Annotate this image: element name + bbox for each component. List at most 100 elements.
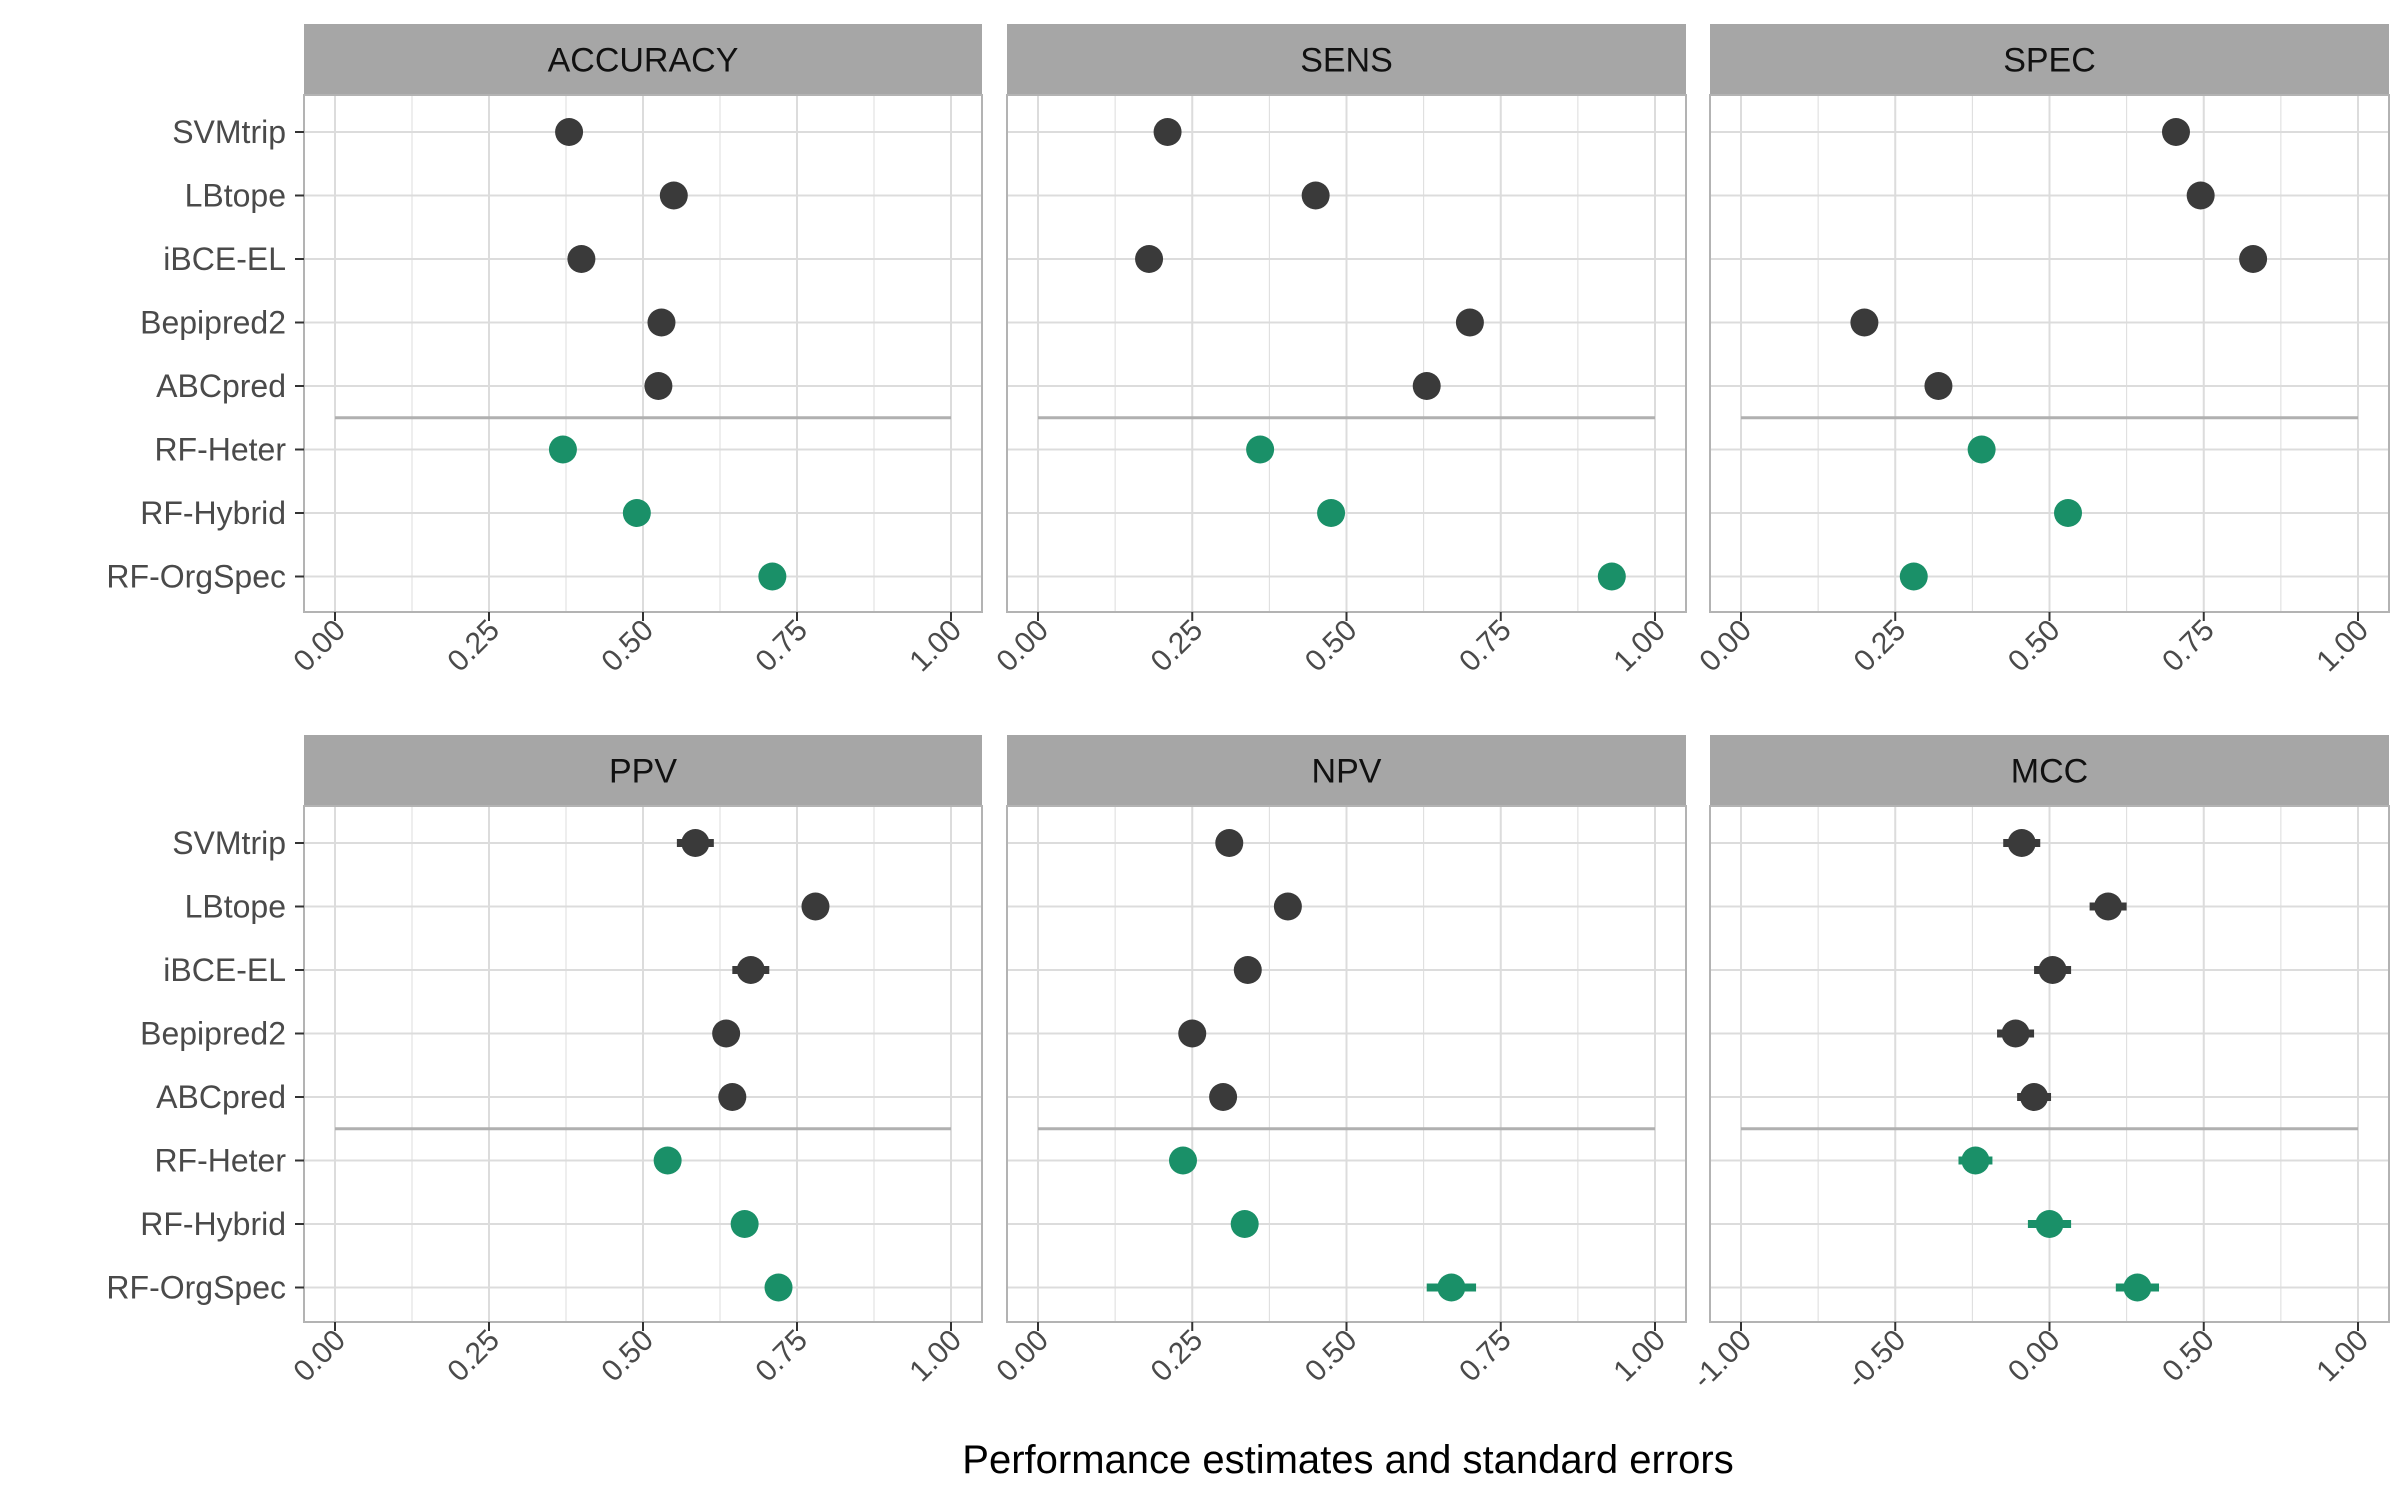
y-tick-label: SVMtrip [172,114,286,150]
data-point [567,245,596,273]
data-point [718,1083,747,1111]
data-point [659,181,688,210]
data-point [758,562,787,591]
data-point [2239,245,2268,273]
data-point [1597,562,1626,591]
data-point [1168,1146,1197,1175]
data-point [2161,118,2190,146]
data-point [644,372,673,400]
facet-strip-label: SENS [1300,42,1393,80]
x-tick-label: 0.50 [1299,1324,1364,1389]
data-point [1273,892,1302,921]
y-tick-label: LBtope [185,178,286,214]
x-tick-label: 0.00 [287,614,352,679]
panel-ppv: PPV 0.00 0.25 0.50 0.75 1.00 SVMtrip LBtope iBCE… [106,735,983,1389]
y-tick-label: RF-Hybrid [140,1206,286,1242]
facet-strip-label: NPV [1312,753,1382,791]
facet-strip-label: MCC [2011,753,2088,791]
facet-strip [1710,735,2389,806]
data-point [2186,181,2215,210]
data-point [1317,499,1346,527]
x-tick-label: 0.50 [2002,614,2067,679]
panel-sens: SENS 0.00 0.25 0.50 0.75 1.00 [990,24,1687,679]
data-point [730,1210,759,1238]
data-point [1153,118,1182,146]
panels-layer: ACCURACY 0.00 0.25 0.50 0.75 1.00 SVMtrip LBtop… [106,24,2390,1396]
data-point [1412,372,1441,400]
x-tick-label: 0.75 [749,614,814,679]
facet-strip [304,735,982,806]
x-tick-label: 1.00 [1607,1324,1672,1389]
data-point [2094,892,2123,921]
panel-mcc: MCC -1.00 -0.50 0.00 0.50 1.00 [1686,735,2390,1396]
x-tick-label: 1.00 [1607,614,1672,679]
x-tick-label: 0.00 [990,614,1055,679]
data-point [1230,1210,1259,1238]
data-point [555,118,584,146]
y-tick-label: Bepipred2 [140,305,286,341]
data-point [1209,1083,1238,1111]
x-axis-title: Performance estimates and standard error… [962,1438,1733,1482]
y-tick-label: ABCpred [156,368,286,404]
x-tick-label: 0.25 [1848,614,1913,679]
data-point [1437,1273,1466,1302]
data-point [2020,1083,2049,1111]
data-point [681,829,710,857]
x-tick-label: 0.25 [1145,614,1210,679]
panel-accuracy: ACCURACY 0.00 0.25 0.50 0.75 1.00 SVMtrip LBtop… [106,24,983,679]
y-tick-label: RF-Hybrid [140,495,286,531]
data-point [1135,245,1164,273]
x-tick-label: 0.75 [1453,614,1518,679]
facet-strip-label: PPV [609,753,677,791]
y-tick-label: SVMtrip [172,825,286,861]
y-tick-label: RF-Heter [154,432,286,468]
x-tick-label: 0.75 [1453,1324,1518,1389]
facet-strip-label: ACCURACY [548,42,739,80]
x-tick-label: 0.00 [990,1324,1055,1389]
y-tick-label: ABCpred [156,1079,286,1115]
x-tick-label: 1.00 [2310,614,2375,679]
data-point [801,892,830,921]
facet-strip [304,24,982,95]
data-point [2035,1210,2064,1238]
data-point [712,1019,741,1048]
y-tick-label: LBtope [185,889,286,925]
x-tick-label: 1.00 [903,1324,968,1389]
facet-strip [1710,24,2389,95]
data-point [548,435,577,464]
x-tick-label: 0.50 [1299,614,1364,679]
data-point [622,499,651,527]
x-tick-label: -0.50 [1841,1324,1913,1396]
x-tick-label: 0.25 [1145,1324,1210,1389]
x-tick-label: -1.00 [1686,1324,1758,1396]
facet-strip [1007,735,1686,806]
y-tick-label: iBCE-EL [163,952,286,988]
data-point [1233,956,1262,984]
data-point [2038,956,2067,984]
data-point [736,956,765,984]
x-tick-label: 1.00 [2310,1324,2375,1389]
data-point [764,1273,793,1302]
y-tick-label: RF-OrgSpec [106,559,286,595]
facet-strip-label: SPEC [2003,42,2096,80]
data-point [1899,562,1928,591]
x-tick-label: 0.00 [1693,614,1758,679]
data-point [2123,1273,2152,1302]
x-tick-label: 1.00 [903,614,968,679]
data-point [1961,1146,1990,1175]
y-tick-label: iBCE-EL [163,241,286,277]
data-point [2054,499,2083,527]
y-tick-label: RF-OrgSpec [106,1270,286,1306]
x-tick-label: 0.75 [2156,614,2221,679]
data-point [1178,1019,1207,1048]
x-tick-label: 0.75 [749,1324,814,1389]
data-point [1246,435,1275,464]
x-tick-label: 0.50 [595,614,660,679]
data-point [2007,829,2036,857]
x-tick-label: 0.00 [287,1324,352,1389]
panel-spec: SPEC 0.00 0.25 0.50 0.75 1.00 [1693,24,2390,679]
data-point [653,1146,682,1175]
data-point [647,308,676,337]
data-point [1455,308,1484,337]
